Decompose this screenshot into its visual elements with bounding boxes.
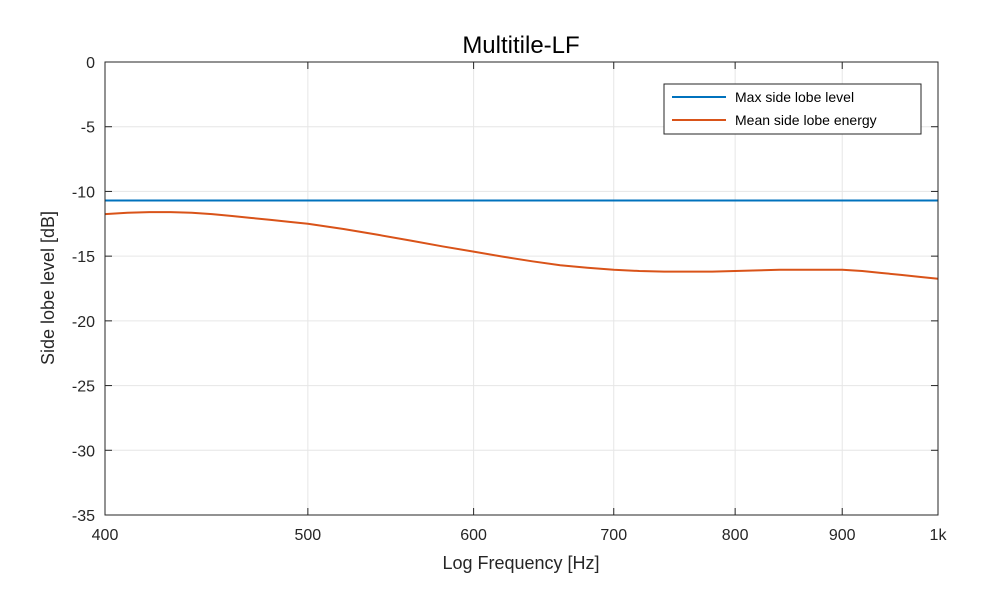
chart-title: Multitile-LF: [462, 32, 579, 59]
x-tick-label: 1k: [930, 527, 948, 544]
y-tick-label: -10: [72, 184, 95, 201]
y-axis-label: Side lobe level [dB]: [38, 211, 58, 365]
x-tick-label: 900: [829, 527, 856, 544]
x-tick-label: 700: [600, 527, 627, 544]
x-tick-label: 800: [722, 527, 749, 544]
x-axis-label: Log Frequency [Hz]: [442, 553, 599, 573]
legend-entry: Mean side lobe energy: [735, 112, 877, 128]
x-tick-label: 600: [460, 527, 487, 544]
plot-area: [105, 62, 938, 515]
y-tick-label: -35: [72, 508, 95, 525]
y-tick-label: 0: [86, 55, 95, 72]
legend-box: [663, 83, 922, 135]
axes-box: [104, 61, 939, 516]
x-tick-label: 400: [92, 527, 119, 544]
ticks: 400 500 600 700 800 900 1k 0 -5 -10 -15 -20 -25 -30 -3…: [72, 55, 948, 544]
series-layer: [104, 199, 939, 280]
grid: [105, 62, 938, 515]
y-tick-label: -20: [72, 314, 95, 331]
legend-entry: Max side lobe level: [735, 89, 854, 105]
y-tick-label: -5: [81, 120, 95, 137]
y-tick-label: -15: [72, 249, 95, 266]
y-tick-label: -25: [72, 379, 95, 396]
x-tick-label: 500: [295, 527, 322, 544]
series-line-1: [104, 211, 939, 280]
legend: Max side lobe level Mean side lobe energy: [663, 83, 922, 135]
y-tick-label: -30: [72, 443, 95, 460]
